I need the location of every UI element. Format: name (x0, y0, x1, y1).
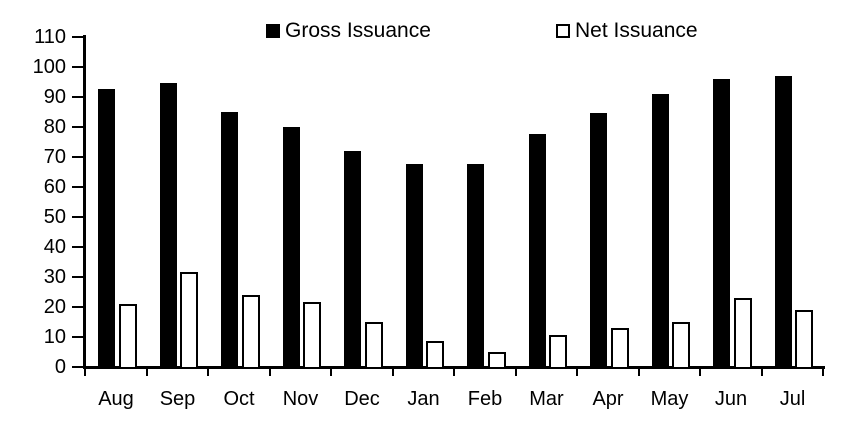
x-axis-tick-3 (268, 368, 271, 376)
y-axis-tick-70 (72, 156, 84, 158)
bar-gross-dec (344, 151, 361, 367)
gross-issuance-swatch-icon (266, 24, 280, 38)
y-axis-label-110: 110 (34, 26, 66, 48)
y-axis-tick-10 (72, 336, 84, 338)
x-axis-tick-11 (760, 368, 763, 376)
bar-gross-oct (221, 112, 238, 367)
x-axis-tick-9 (637, 368, 640, 376)
bar-net-jul (795, 310, 813, 367)
x-axis-label-apr: Apr (592, 388, 624, 410)
x-axis-label-may: May (650, 388, 689, 410)
y-axis-label-0: 0 (54, 356, 66, 378)
y-axis-label-30: 30 (43, 266, 66, 288)
bar-gross-sep (159, 83, 177, 367)
bar-net-feb (487, 352, 506, 367)
y-axis-label-60: 60 (43, 176, 66, 198)
y-axis-line (83, 35, 86, 369)
bar-gross-jul (774, 76, 792, 367)
legend-item-gross-issuance: Gross Issuance (266, 19, 431, 43)
y-axis-tick-110 (72, 36, 84, 38)
x-axis-tick-1 (145, 368, 148, 376)
x-axis-tick-10 (699, 368, 701, 376)
bar-net-mar (549, 335, 567, 367)
bar-gross-aug (98, 89, 115, 367)
y-axis-label-20: 20 (43, 296, 66, 318)
legend-item-net-issuance: Net Issuance (556, 19, 698, 43)
bar-net-jun (733, 298, 752, 367)
bar-gross-apr (590, 113, 607, 367)
net-issuance-swatch-icon (556, 24, 570, 38)
x-axis-label-sep: Sep (159, 388, 196, 410)
x-axis-tick-12 (822, 368, 824, 376)
bar-net-aug (118, 304, 137, 367)
x-axis-label-nov: Nov (282, 388, 319, 410)
bar-net-may (672, 322, 690, 367)
y-axis-tick-90 (72, 96, 84, 98)
bar-net-oct (241, 295, 260, 367)
x-axis-label-feb: Feb (467, 388, 503, 410)
y-axis-label-90: 90 (43, 86, 66, 108)
legend-label-net-issuance: Net Issuance (575, 19, 698, 42)
x-axis-line (83, 366, 825, 369)
x-axis-label-jul: Jul (779, 388, 806, 410)
y-axis-label-40: 40 (43, 236, 66, 258)
y-axis-label-50: 50 (43, 206, 66, 228)
x-axis-label-dec: Dec (344, 388, 380, 410)
bar-gross-nov (282, 127, 300, 367)
bar-net-apr (610, 328, 629, 367)
legend-label-gross-issuance: Gross Issuance (285, 19, 431, 42)
y-axis-tick-20 (72, 306, 84, 308)
y-axis-tick-60 (72, 186, 84, 188)
x-axis-label-oct: Oct (223, 388, 255, 410)
x-axis-tick-2 (207, 368, 209, 376)
x-axis-tick-4 (330, 368, 332, 376)
x-axis-label-mar: Mar (529, 388, 564, 410)
x-axis-tick-8 (576, 368, 578, 376)
y-axis-tick-0 (72, 366, 84, 368)
y-axis-label-100: 100 (32, 56, 66, 78)
y-axis-tick-40 (72, 246, 84, 248)
y-axis-tick-80 (72, 126, 84, 128)
bar-net-sep (180, 272, 198, 367)
bar-net-dec (364, 322, 383, 367)
y-axis-tick-30 (72, 276, 84, 278)
bar-gross-feb (467, 164, 484, 367)
x-axis-tick-5 (391, 368, 394, 376)
y-axis-label-80: 80 (43, 116, 66, 138)
bar-net-jan (426, 341, 444, 367)
x-axis-tick-0 (84, 368, 86, 376)
x-axis-label-aug: Aug (98, 388, 134, 410)
y-axis-tick-50 (72, 216, 84, 218)
bar-net-nov (303, 302, 321, 367)
x-axis-tick-6 (453, 368, 455, 376)
y-axis-tick-100 (72, 66, 84, 68)
y-axis-label-10: 10 (43, 326, 66, 348)
x-axis-tick-7 (514, 368, 517, 376)
bar-gross-may (651, 94, 669, 367)
x-axis-label-jun: Jun (714, 388, 748, 410)
x-axis-label-jan: Jan (407, 388, 440, 410)
bar-gross-jun (713, 79, 730, 367)
bar-gross-mar (528, 134, 546, 367)
y-axis-label-70: 70 (43, 146, 66, 168)
bar-gross-jan (405, 164, 423, 367)
